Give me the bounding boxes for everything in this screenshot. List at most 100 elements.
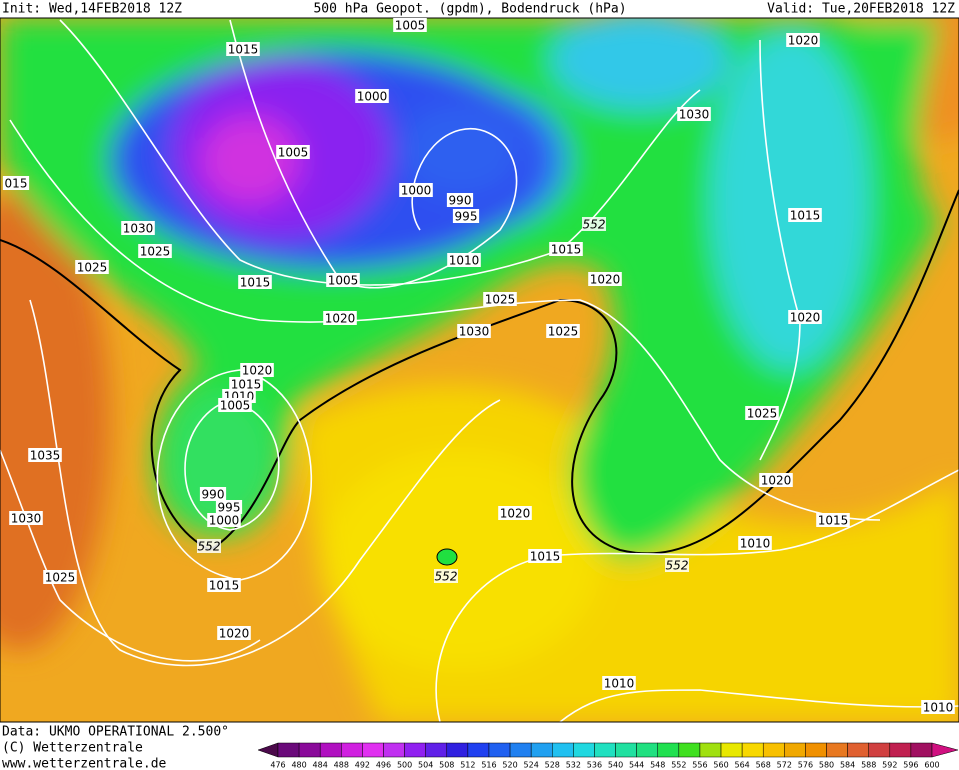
isobar-label-box [602,676,636,690]
isobar-label: 015 [5,177,28,191]
isobar-label-box [788,310,822,324]
isobar-label: 1025 [77,261,108,275]
isobar-label-box [355,89,389,103]
colorbar-swatch [889,742,912,758]
isobar-label-box [677,107,711,121]
colorbar-swatch [573,742,595,758]
isobar-label-box [546,324,580,338]
colorbar-label: 588 [861,761,876,770]
colorbar-swatch [784,742,806,758]
colorbar-label: 520 [502,761,517,770]
isobar-label-box [498,506,532,520]
colorbar-swatch [277,742,300,758]
isobar-label-box [207,513,241,527]
colorbar-label: 544 [629,761,644,770]
isobar-label: 1005 [395,19,426,33]
isobar-label: 1010 [604,677,635,691]
contour-label: 552 [583,218,606,232]
isobar-label-box [138,244,172,258]
colorbar-swatch [910,742,933,758]
isobar-label-box [759,473,793,487]
isobar-label: 1020 [242,364,273,378]
contour-label-box [665,558,689,572]
colorbar-swatch [657,742,680,758]
colorbar-label: 524 [524,761,539,770]
isobar-label: 1030 [679,108,710,122]
isobar-label-box [226,42,260,56]
isobar-label: 1025 [548,325,579,339]
colorbar-swatch [446,742,469,758]
colorbar-label: 484 [313,761,328,770]
colorbar-swatch [762,742,785,758]
colorbar-swatch [383,742,405,758]
colorbar-swatch [319,742,342,758]
isobar-label-box [816,513,850,527]
colorbar-label: 508 [439,761,454,770]
isobar-label: 1030 [11,512,42,526]
contour-label: 552 [198,540,221,554]
colorbar-label: 552 [671,761,686,770]
contour-label-box [197,539,221,553]
copyright: (C) Wetterzentrale [2,741,143,756]
data-source: Data: UKMO OPERATIONAL 2.500° [2,725,229,740]
isobar-label-box [238,275,272,289]
isobar-label: 1020 [500,507,531,521]
colorbar-label: 596 [903,761,918,770]
isobar-label-box [215,500,243,514]
isobar-label-box [549,242,583,256]
colorbar-end [931,742,959,758]
isobar-label-box [447,253,481,267]
isobar-label: 1010 [923,701,954,715]
isobar-label: 1020 [590,273,621,287]
colorbar-swatch [341,742,363,758]
isobar-label-box [788,208,822,222]
isobar-label-box [738,536,772,550]
colorbar-swatch [594,742,616,758]
isobar-label-box [43,570,77,584]
colorbar-label: 496 [376,761,391,770]
colorbar-swatch [678,742,701,758]
colorbar-swatch [530,742,553,758]
isobar-label: 1005 [220,399,251,413]
isobar-label-box [457,324,491,338]
colorbar-swatch [699,742,722,758]
isobar-label: 1030 [459,325,490,339]
isobar-label: 1015 [240,276,271,290]
contour-label-box [582,217,606,231]
isobar-label: 990 [449,194,472,208]
colorbar-label: 532 [566,761,581,770]
isobar-label: 1015 [231,378,262,392]
colorbar-label: 584 [840,761,855,770]
isobar-label: 1025 [140,245,171,259]
isobar-label-box [240,363,274,377]
isobar-label: 1020 [761,474,792,488]
colorbar-swatch [362,742,384,758]
contour-label: 552 [666,559,689,573]
isobar-label-box [483,292,517,306]
isobar-label-box [326,273,360,287]
isobar-label: 1015 [818,514,849,528]
isobar-label: 1005 [278,146,309,160]
isobar-label: 1015 [551,243,582,257]
isobar-label-box [218,398,252,412]
colorbar-label: 568 [756,761,771,770]
isobar-label: 995 [455,210,478,224]
colorbar-swatch [805,742,827,758]
colorbar-label: 592 [882,761,897,770]
isobar-label-box [199,487,227,501]
website: www.wetterzentrale.de [2,757,167,770]
isobar-label: 1025 [45,571,76,585]
isobar-label: 1020 [788,34,819,48]
colorbar-swatch [425,742,448,758]
colorbar-end [257,742,279,758]
isobar-label-box [28,448,62,462]
colorbar-label: 476 [270,761,285,770]
colorbar-label: 516 [481,761,496,770]
isobar-label-box [229,377,263,391]
colorbar-swatch [868,742,891,758]
isobar-label: 1020 [219,627,250,641]
colorbar-label: 548 [650,761,665,770]
colorbar-label: 600 [924,761,939,770]
isobar-label: 1000 [209,514,240,528]
colorbar-label: 488 [334,761,349,770]
